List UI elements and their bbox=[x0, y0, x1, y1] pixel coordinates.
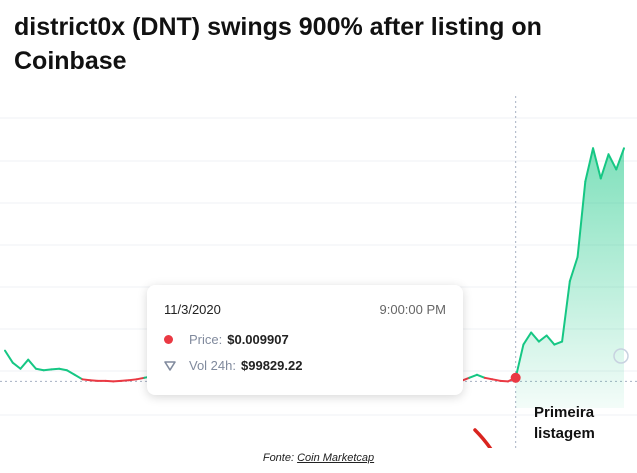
arrow-annotation bbox=[473, 428, 493, 448]
line-segment bbox=[553, 340, 564, 346]
line-segment bbox=[112, 379, 123, 383]
line-segment bbox=[576, 180, 587, 258]
listing-annotation: Primeira listagem bbox=[534, 404, 595, 442]
price-value: $0.009907 bbox=[227, 332, 289, 347]
markers bbox=[510, 372, 521, 383]
volume-shield-icon bbox=[164, 360, 176, 371]
line-segment bbox=[65, 369, 76, 376]
line-segment bbox=[468, 373, 478, 379]
line-segment bbox=[499, 379, 509, 383]
line-segment bbox=[104, 379, 115, 383]
line-segment bbox=[568, 256, 579, 283]
area-fill-above-listing bbox=[515, 148, 624, 408]
line-segment bbox=[34, 367, 45, 372]
line-segment bbox=[19, 358, 30, 370]
volume-label: Vol 24h: bbox=[189, 358, 236, 373]
price-dot-icon bbox=[164, 335, 173, 344]
source-link[interactable]: Coin Marketcap bbox=[297, 452, 375, 464]
watermark-logo bbox=[613, 348, 629, 364]
price-area bbox=[515, 148, 624, 408]
tooltip-date: 11/3/2020 bbox=[164, 302, 221, 317]
line-segment bbox=[522, 331, 533, 346]
line-segment bbox=[81, 378, 92, 382]
volume-value: $99829.22 bbox=[241, 358, 303, 373]
line-segment bbox=[599, 153, 610, 180]
line-segment bbox=[4, 349, 14, 364]
line-segment bbox=[615, 147, 625, 171]
arrow-shaft bbox=[473, 428, 493, 448]
price-label: Price: bbox=[189, 332, 223, 347]
line-segment bbox=[120, 379, 130, 382]
source-credit: Fonte: Coin Marketcap bbox=[0, 452, 637, 464]
line-segment bbox=[561, 280, 571, 343]
line-segment bbox=[545, 334, 556, 346]
line-segment bbox=[607, 153, 618, 171]
headline: district0x (DNT) swings 900% after listi… bbox=[14, 13, 542, 75]
line-segment bbox=[592, 147, 602, 180]
source-prefix: Fonte: bbox=[262, 452, 298, 464]
line-segment bbox=[475, 373, 486, 379]
line-segment bbox=[135, 376, 146, 381]
line-segment bbox=[50, 367, 61, 371]
line-segment bbox=[514, 343, 525, 379]
line-segment bbox=[58, 367, 68, 372]
line-segment bbox=[11, 361, 22, 370]
line-segment bbox=[530, 331, 540, 343]
tooltip-time: 9:00:00 PM bbox=[379, 302, 447, 317]
line-segment bbox=[42, 368, 53, 372]
tooltip: 11/3/2020 9:00:00 PM Price: $0.009907 Vo… bbox=[147, 285, 463, 395]
listing-point-marker bbox=[510, 372, 521, 383]
line-segment bbox=[483, 376, 494, 381]
line-segment bbox=[127, 378, 138, 382]
line-segment bbox=[537, 334, 548, 343]
line-segment bbox=[27, 358, 37, 370]
tooltip-volume-row: Vol 24h: $99829.22 bbox=[164, 358, 302, 373]
line-segment bbox=[73, 373, 84, 381]
line-segment bbox=[584, 147, 595, 183]
line-segment bbox=[491, 378, 502, 382]
line-segment bbox=[89, 379, 99, 382]
tooltip-price-row: Price: $0.009907 bbox=[164, 332, 289, 347]
